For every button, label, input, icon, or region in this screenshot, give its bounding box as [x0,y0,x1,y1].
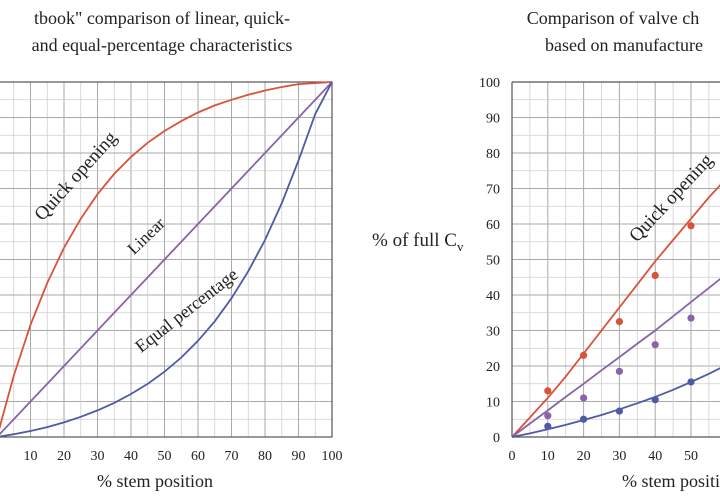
right-x-tick-label: 20 [577,449,591,464]
left-x-tick-label: 20 [57,449,71,464]
left-x-tick-labels: 10 20 30 40 50 60 70 80 90 100 [24,449,343,464]
left-label-quick-opening: Quick opening [31,127,122,225]
right-x-axis-label: % stem position [622,471,720,491]
left-x-tick-label: 10 [24,449,38,464]
right-series-line-0 [511,183,720,438]
right-data-points [544,222,695,430]
right-x-tick-label: 30 [612,449,626,464]
right-y-tick-label: 0 [493,431,500,446]
right-series-lines [511,183,720,438]
right-data-point-2 [615,407,624,415]
right-y-tick-label: 60 [486,218,500,233]
left-x-tick-label: 60 [191,449,205,464]
left-chart-title-line1: tbook" comparison of linear, quick- [34,8,290,28]
right-series-line-1 [511,277,720,438]
right-grid [511,81,720,438]
left-x-tick-label: 100 [322,449,343,464]
right-label-quick-opening: Quick opening [625,150,717,247]
right-data-point-0 [687,222,695,230]
right-y-tick-label: 10 [486,396,500,411]
right-chart: Comparison of valve ch based on manufact… [372,8,720,491]
right-series-line-2 [511,367,720,438]
right-data-point-1 [615,367,624,375]
right-data-point-0 [615,318,624,326]
left-x-tick-label: 70 [225,449,239,464]
right-data-point-2 [651,396,659,404]
right-x-tick-label: 50 [684,449,698,464]
right-data-point-2 [580,415,588,423]
right-y-tick-label: 70 [486,183,500,198]
left-grid [0,81,333,438]
right-data-point-1 [544,412,552,420]
right-chart-title-line2: based on manufacture [545,35,703,55]
right-data-point-1 [687,314,695,322]
right-chart-title-line1: Comparison of valve ch [527,8,699,28]
left-series-line-0 [0,81,333,430]
left-chart: tbook" comparison of linear, quick- and … [0,8,343,491]
left-plot-frame [0,81,333,438]
right-data-point-2 [544,422,552,430]
right-data-point-0 [651,271,659,280]
right-data-point-1 [580,394,588,402]
right-data-point-2 [687,378,695,386]
right-data-point-0 [580,351,588,359]
left-x-tick-label: 40 [124,449,138,464]
right-y-tick-label: 40 [486,289,500,304]
right-y-tick-labels: 0 10 20 30 40 50 60 70 80 90 100 [479,76,500,446]
left-label-linear: Linear [124,214,169,259]
right-x-tick-label: 40 [648,449,662,464]
left-x-tick-label: 50 [158,449,172,464]
right-y-tick-label: 90 [486,112,500,127]
left-x-tick-label: 90 [292,449,306,464]
left-series-lines [0,81,333,438]
right-x-tick-label: 10 [541,449,555,464]
right-x-tick-label: 0 [509,449,516,464]
right-y-tick-label: 80 [486,147,500,162]
left-x-tick-label: 80 [258,449,272,464]
right-y-axis-label-sub: v [457,239,464,254]
right-y-tick-label: 100 [479,76,500,91]
right-y-tick-label: 20 [486,360,500,375]
right-y-tick-label: 30 [486,325,500,340]
left-x-tick-label: 30 [91,449,105,464]
left-series-line-2 [0,81,333,438]
right-y-axis-label-main: % of full C [372,230,457,251]
left-chart-title-line2: and equal-percentage characteristics [32,35,293,55]
right-y-tick-label: 50 [486,254,500,269]
right-data-point-0 [544,387,552,395]
right-y-axis-label: % of full Cv [372,230,464,254]
left-x-axis-label: % stem position [97,471,213,491]
right-data-point-1 [651,341,659,349]
left-series-line-1 [0,81,333,436]
